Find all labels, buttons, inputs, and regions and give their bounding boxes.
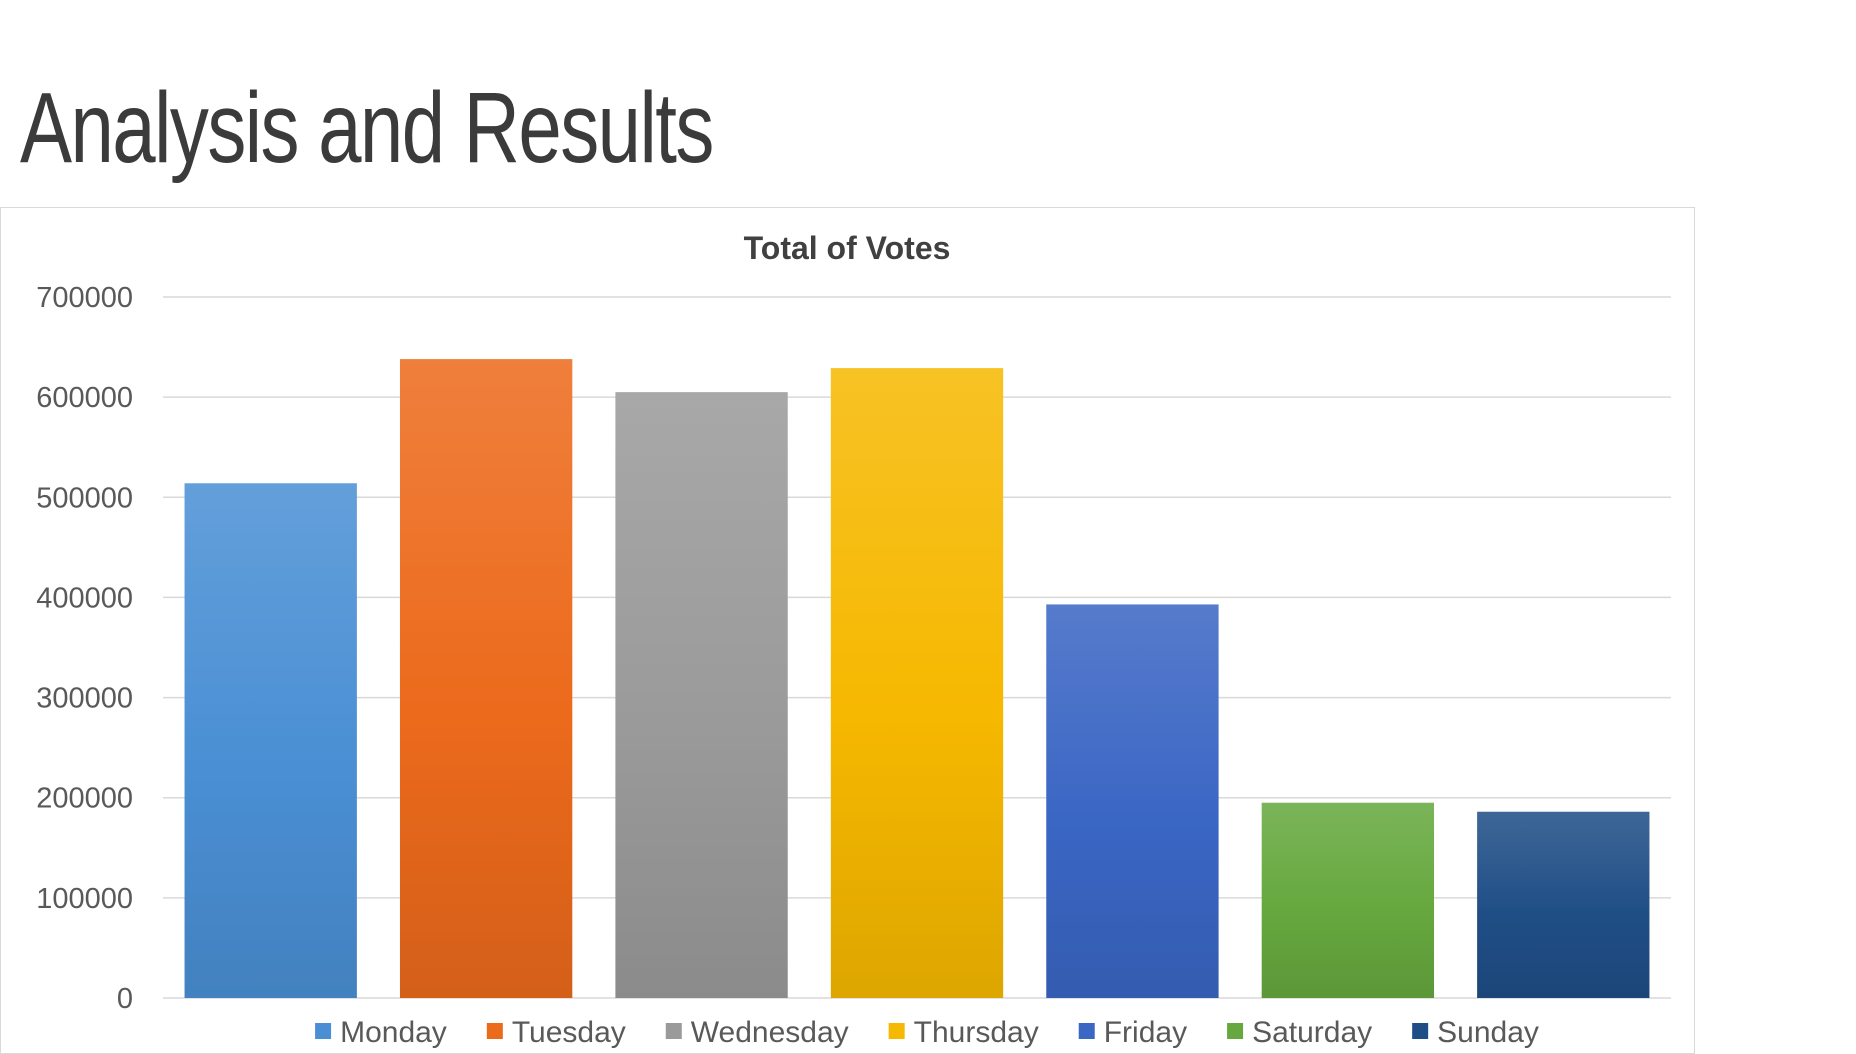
legend-item-friday: Friday	[1078, 1016, 1187, 1049]
chart-title: Total of Votes	[744, 230, 951, 266]
legend-swatch	[315, 1023, 332, 1039]
y-tick-label: 0	[117, 983, 133, 1015]
legend-label: Friday	[1104, 1016, 1187, 1049]
bar-friday	[1046, 604, 1219, 998]
bar-thursday	[830, 368, 1004, 998]
legend-label: Tuesday	[512, 1016, 626, 1049]
bars	[184, 359, 1650, 998]
bar-wednesday	[615, 392, 788, 998]
slide-title: Analysis and Results	[20, 72, 714, 184]
y-tick-label: 500000	[36, 482, 133, 514]
legend-label: Wednesday	[691, 1016, 849, 1049]
bar-sunday	[1477, 811, 1650, 998]
y-tick-label: 300000	[36, 683, 133, 715]
chart-container: Total of Votes 0 100000 200000 300000 400000…	[0, 207, 1695, 1054]
legend-item-wednesday: Wednesday	[665, 1016, 849, 1049]
y-tick-label: 100000	[36, 883, 133, 915]
bar-saturday	[1261, 802, 1435, 998]
legend-swatch	[888, 1023, 905, 1039]
legend-swatch	[1412, 1023, 1429, 1039]
legend-swatch	[1078, 1023, 1095, 1039]
legend-swatch	[486, 1023, 503, 1039]
y-axis-ticks: 0 100000 200000 300000 400000 500000 600000 700…	[36, 282, 133, 1015]
legend-label: Sunday	[1437, 1016, 1539, 1049]
bar-chart: Total of Votes 0 100000 200000 300000 400000…	[36, 230, 1671, 1049]
legend-swatch	[1227, 1023, 1244, 1039]
y-tick-label: 700000	[36, 282, 133, 314]
legend-item-thursday: Thursday	[888, 1016, 1039, 1049]
legend-item-sunday: Sunday	[1412, 1016, 1539, 1049]
legend: Monday Tuesday Wednesday Thursday Friday Satu…	[315, 1016, 1539, 1049]
legend-item-tuesday: Tuesday	[486, 1016, 626, 1049]
y-tick-label: 400000	[36, 582, 133, 614]
legend-item-saturday: Saturday	[1227, 1016, 1372, 1049]
y-tick-label: 200000	[36, 783, 133, 815]
y-tick-label: 600000	[36, 382, 133, 414]
legend-label: Saturday	[1252, 1016, 1372, 1049]
legend-label: Monday	[340, 1016, 447, 1049]
bar-monday	[184, 483, 357, 998]
bar-tuesday	[399, 359, 573, 998]
legend-swatch	[665, 1023, 682, 1039]
legend-label: Thursday	[914, 1016, 1039, 1049]
legend-item-monday: Monday	[315, 1016, 447, 1049]
